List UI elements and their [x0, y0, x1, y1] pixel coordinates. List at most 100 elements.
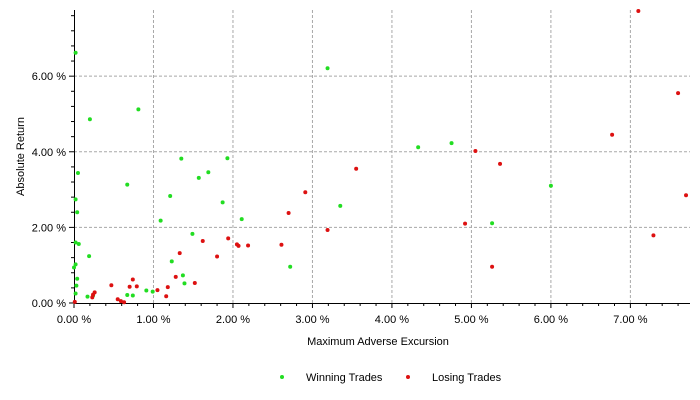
losing-trade-point: [490, 264, 495, 269]
losing-trade-point: [173, 274, 178, 279]
x-tick-label: 4.00 %: [375, 314, 409, 326]
x-tick-label: 0.00 %: [57, 314, 91, 326]
winning-trade-point: [220, 200, 225, 205]
winning-trade-point: [225, 156, 230, 161]
legend-marker-winning: [280, 375, 284, 379]
losing-trade-point: [325, 228, 330, 233]
losing-trade-point: [676, 91, 681, 96]
winning-trade-point: [449, 141, 454, 146]
x-tick-label: 7.00 %: [613, 314, 647, 326]
losing-trade-point: [636, 9, 641, 13]
winning-trade-point: [144, 288, 149, 293]
winning-trade-point: [75, 210, 80, 215]
losing-trade-point: [92, 290, 97, 295]
winning-trade-point: [73, 291, 78, 296]
losing-trade-point: [134, 284, 139, 289]
winning-trade-point: [75, 170, 80, 175]
losing-trade-point: [164, 294, 169, 299]
x-axis-ticks: 0.00 % 1.00 % 2.00 % 3.00 % 4.00 % 5.00 % 6.00…: [57, 303, 679, 326]
winning-trade-point: [87, 117, 92, 122]
winning-trade-point: [150, 289, 155, 294]
losing-trade-point: [226, 236, 231, 241]
winning-trade-point: [169, 259, 174, 264]
winning-trade-point: [416, 145, 421, 150]
winning-trade-point: [73, 240, 78, 245]
winning-trade-point: [325, 66, 330, 71]
losing-trade-point: [122, 300, 127, 305]
winning-trade-point: [125, 182, 130, 187]
legend-label-losing: Losing Trades: [432, 372, 502, 384]
losing-trade-point: [463, 221, 468, 226]
winning-trade-point: [239, 217, 244, 222]
legend-marker-losing: [406, 375, 410, 379]
losing-trade-point: [109, 283, 114, 288]
x-tick-label: 1.00 %: [136, 314, 170, 326]
winning-trade-point: [206, 170, 211, 175]
winning-trade-point: [179, 156, 184, 161]
winning-trade-point: [73, 197, 78, 202]
y-axis-title: Absolute Return: [15, 117, 27, 196]
losing-trade-point: [279, 242, 284, 247]
losing-trade-point: [286, 211, 291, 216]
losing-trade-point: [192, 280, 197, 285]
losing-trade-point: [115, 297, 120, 302]
winning-trade-point: [125, 293, 130, 298]
x-tick-label: 3.00 %: [295, 314, 329, 326]
winning-trade-point: [87, 254, 92, 259]
grid: [74, 10, 690, 303]
losing-trade-point: [498, 161, 503, 166]
legend: Winning Trades Losing Trades: [280, 372, 502, 384]
winning-trade-point: [75, 276, 80, 281]
x-axis-title: Maximum Adverse Excursion: [307, 336, 449, 348]
y-tick-label: 0.00 %: [32, 298, 66, 310]
winning-trade-point: [85, 294, 90, 299]
data-points: [72, 9, 689, 305]
winning-trade-point: [288, 264, 293, 269]
winning-trade-point: [130, 293, 135, 298]
legend-item-winning: Winning Trades: [280, 372, 383, 384]
losing-trade-point: [118, 299, 123, 304]
legend-label-winning: Winning Trades: [306, 372, 383, 384]
losing-trade-point: [303, 190, 308, 195]
winning-trade-point: [73, 262, 78, 267]
winning-trade-point: [548, 183, 553, 188]
axes: [74, 10, 690, 304]
losing-trade-point: [684, 193, 689, 198]
losing-trade-point: [215, 254, 220, 259]
losing-trade-point: [155, 288, 160, 293]
x-tick-label: 2.00 %: [216, 314, 250, 326]
losing-trade-point: [127, 284, 132, 289]
x-tick-label: 5.00 %: [454, 314, 488, 326]
y-tick-label: 4.00 %: [32, 147, 66, 159]
y-axis-ticks: 0.00 % 2.00 % 4.00 % 6.00 %: [32, 15, 74, 310]
winning-trade-point: [76, 242, 81, 247]
winning-trade-point: [196, 175, 201, 180]
winning-trade-point: [190, 231, 195, 236]
losing-trade-point: [72, 299, 77, 304]
winning-trade-point: [136, 107, 141, 112]
winning-trade-point: [73, 50, 78, 55]
y-tick-label: 6.00 %: [32, 71, 66, 83]
x-tick-label: 6.00 %: [534, 314, 568, 326]
losing-trade-point: [236, 243, 241, 248]
winning-trade-point: [182, 281, 187, 286]
losing-trade-point: [473, 149, 478, 154]
losing-trade-point: [177, 251, 182, 256]
losing-trade-point: [246, 243, 251, 248]
losing-trade-point: [130, 277, 135, 282]
losing-trade-point: [651, 233, 656, 238]
losing-trade-point: [354, 166, 359, 171]
winning-trade-point: [168, 194, 173, 199]
y-tick-label: 2.00 %: [32, 222, 66, 234]
losing-trade-point: [610, 132, 615, 137]
winning-trade-point: [180, 273, 185, 278]
losing-trade-point: [200, 238, 205, 243]
losing-trade-point: [165, 285, 170, 290]
winning-trade-point: [72, 265, 76, 270]
winning-trade-point: [338, 203, 343, 208]
winning-trade-point: [74, 283, 79, 288]
winning-trade-point: [490, 221, 495, 226]
winning-trade-point: [158, 218, 163, 223]
